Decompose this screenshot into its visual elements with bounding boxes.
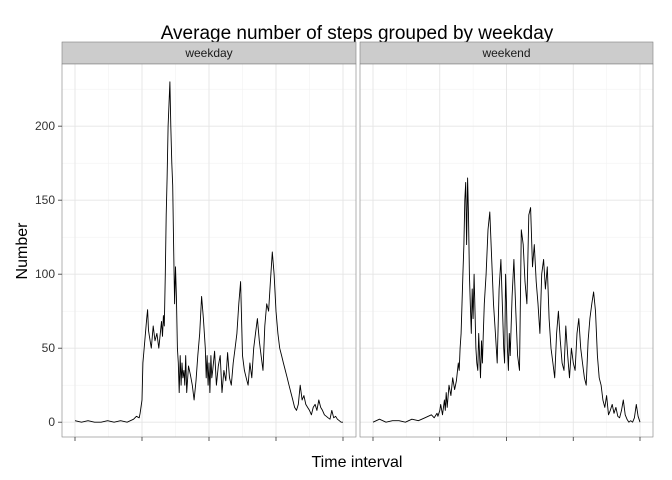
y-tick-label: 50 bbox=[42, 341, 56, 355]
series-line-weekend bbox=[372, 177, 641, 423]
y-tick-label: 0 bbox=[48, 415, 55, 429]
facet-panels: weekday weekend bbox=[61, 41, 654, 438]
series-line-weekday bbox=[74, 81, 343, 423]
y-tick-label: 100 bbox=[35, 267, 55, 281]
facet-strip-label: weekend bbox=[481, 46, 530, 60]
y-tick-label: 150 bbox=[35, 193, 55, 207]
x-axis-label: Time interval bbox=[312, 454, 403, 471]
chart-title: Average number of steps grouped by weekd… bbox=[161, 23, 554, 44]
facet-strip-label: weekday bbox=[184, 46, 232, 60]
facet-panel-weekend: weekend bbox=[359, 41, 654, 438]
y-axis-label: Number bbox=[14, 222, 31, 280]
facet-panel-weekday: weekday bbox=[61, 41, 357, 438]
y-tick-label: 200 bbox=[35, 119, 55, 133]
y-axis: 0 50 100 150 200 bbox=[35, 119, 62, 429]
x-axes bbox=[74, 437, 641, 441]
